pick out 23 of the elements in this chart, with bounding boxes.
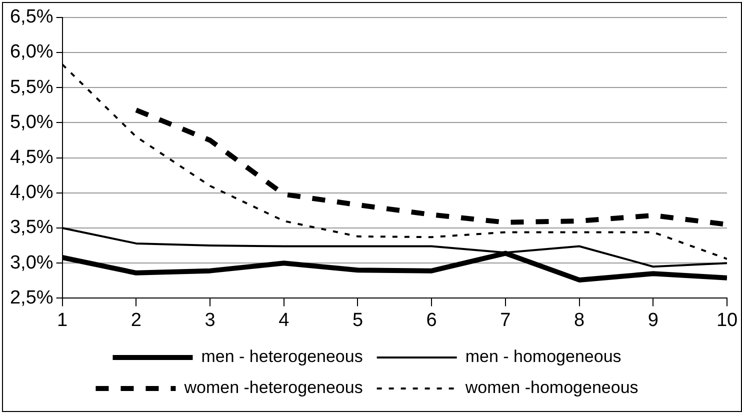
y-tick-label: 4,5% — [10, 147, 54, 168]
x-tick-label: 1 — [57, 310, 68, 331]
x-tick-label: 3 — [204, 310, 216, 331]
y-tick-label: 2,5% — [10, 287, 54, 308]
y-tick-label: 3,5% — [10, 217, 54, 238]
x-tick-label: 5 — [352, 310, 364, 331]
x-tick-label: 10 — [716, 310, 738, 331]
legend-label: women -heterogeneous — [183, 378, 363, 398]
x-tick-label: 7 — [500, 310, 511, 331]
x-tick-label: 2 — [130, 310, 142, 331]
legend-label: men - homogeneous — [465, 347, 622, 366]
y-tick-label: 6,5% — [10, 6, 54, 28]
y-tick-label: 4,0% — [10, 182, 54, 204]
x-tick-label: 6 — [426, 310, 437, 331]
x-tick-label: 8 — [574, 310, 585, 331]
x-tick-label: 4 — [278, 310, 290, 331]
legend-label: women -homogeneous — [464, 378, 638, 398]
y-tick-label: 5,0% — [10, 112, 54, 133]
y-tick-label: 3,0% — [10, 252, 54, 274]
x-tick-label: 9 — [648, 310, 658, 331]
y-tick-label: 5,5% — [10, 76, 54, 98]
legend-label: men - heterogeneous — [201, 347, 363, 366]
y-tick-label: 6,0% — [10, 42, 54, 63]
